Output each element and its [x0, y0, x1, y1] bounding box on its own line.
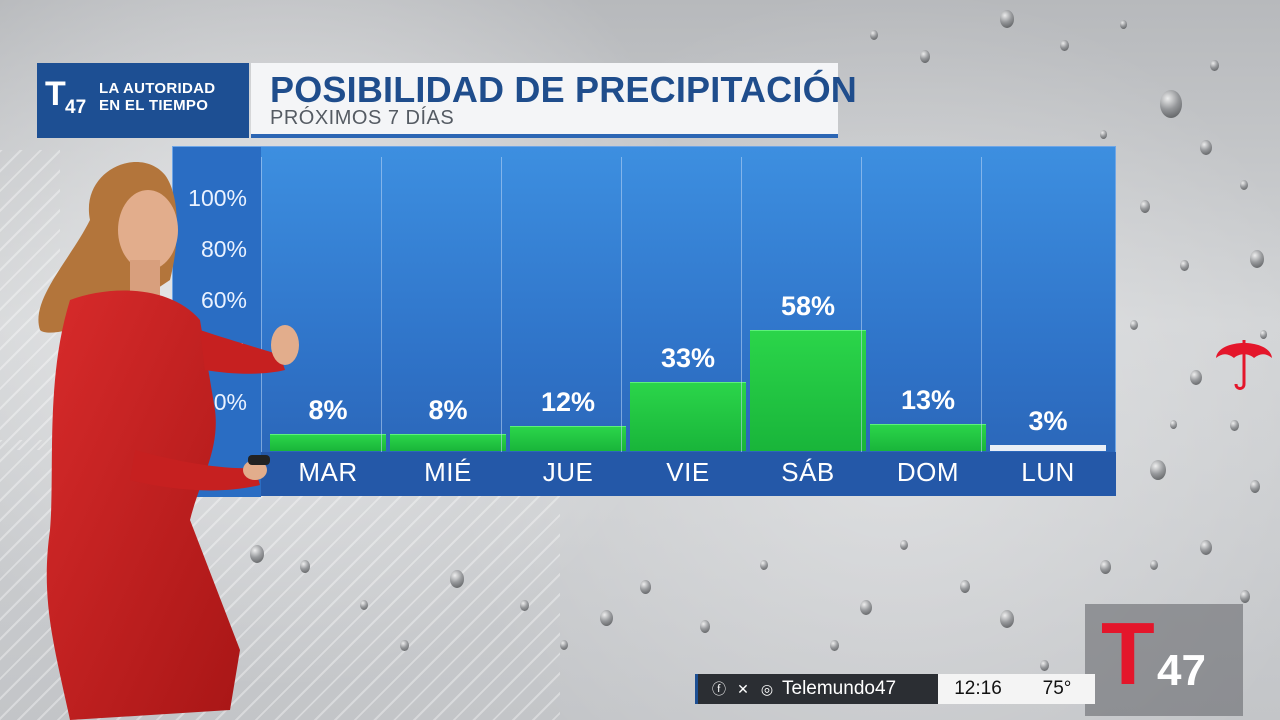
rain-drop: [1240, 590, 1250, 603]
rain-drop: [830, 640, 839, 652]
rain-drop: [1200, 140, 1212, 155]
bar-value-label: 33%: [660, 342, 716, 373]
rain-drop: [250, 545, 264, 563]
y-tick-label: 60%: [200, 287, 247, 313]
rain-drop: [1120, 20, 1127, 29]
rain-drop: [1190, 370, 1202, 385]
page-title: POSIBILIDAD DE PRECIPITACIÓN: [270, 69, 857, 110]
temperature: 75°: [1042, 678, 1072, 699]
rain-drop: [1170, 420, 1177, 429]
rain-drop: [1150, 560, 1158, 570]
rain-drop: [1250, 250, 1264, 268]
column-divider: [261, 157, 262, 452]
rain-drop: [860, 600, 872, 615]
rain-drop: [1100, 560, 1111, 574]
bar-2: [510, 425, 626, 451]
lower-ticker: ⓕ ✕ ◎ Telemundo47 12:16 75°: [695, 674, 1095, 704]
rain-drop: [760, 560, 768, 570]
umbrella-icon: [1216, 340, 1272, 390]
column-divider: [981, 157, 982, 452]
x-tick-label: JUE: [542, 457, 594, 487]
rain-drop: [520, 600, 529, 612]
rain-drop: [1130, 320, 1138, 330]
bug-number: 47: [1157, 646, 1206, 695]
station-bug: T 47: [1085, 604, 1243, 716]
bar-3: [630, 381, 746, 451]
rain-drop: [870, 30, 878, 40]
rain-drop: [1000, 10, 1014, 28]
rain-drop: [1250, 480, 1260, 493]
bar-5: [870, 423, 986, 451]
rain-drop: [1210, 60, 1219, 72]
facebook-icon: ⓕ: [712, 681, 726, 697]
bar-6: [990, 444, 1106, 451]
x-tick-label: MIÉ: [424, 457, 472, 487]
rain-drop: [960, 580, 970, 593]
rain-drop: [360, 600, 368, 610]
clock: 12:16: [954, 678, 1002, 699]
social-handle-panel: ⓕ ✕ ◎ Telemundo47: [698, 674, 938, 704]
precipitation-chart: 100%80%60%40%20% 8%MAR8%MIÉ12%JUE33%VIE5…: [172, 146, 1116, 497]
y-tick-label: 100%: [188, 185, 247, 211]
rain-drop: [1060, 40, 1069, 52]
rain-drop: [1140, 200, 1150, 213]
bar-value-label: 8%: [308, 395, 348, 426]
x-tick-label: VIE: [666, 457, 710, 487]
rain-drop: [300, 560, 310, 573]
rain-drop: [1200, 540, 1212, 555]
social-handle: Telemundo47: [782, 678, 897, 699]
bar-value-label: 12%: [540, 386, 596, 417]
bar-4: [750, 329, 866, 451]
column-divider: [501, 157, 502, 452]
logo-number: 47: [65, 97, 87, 118]
bar-1: [390, 434, 506, 451]
bar-0: [270, 434, 386, 451]
title-panel: POSIBILIDAD DE PRECIPITACIÓN PRÓXIMOS 7 …: [251, 63, 857, 138]
column-divider: [621, 157, 622, 452]
logo-letter: T: [45, 75, 66, 113]
column-divider: [381, 157, 382, 452]
telemundo-logo-icon: T 47: [45, 77, 91, 123]
x-icon: ✕: [737, 681, 749, 697]
column-divider: [741, 157, 742, 452]
bug-letter: T: [1101, 604, 1155, 703]
rain-drop: [900, 540, 908, 550]
station-logo-panel: T 47 LA AUTORIDAD EN EL TIEMPO: [37, 63, 249, 138]
tagline-line2: EN EL TIEMPO: [99, 97, 209, 114]
y-tick-label: 80%: [200, 236, 247, 262]
rain-drop: [450, 570, 464, 588]
rain-drop: [400, 640, 409, 652]
x-tick-label: DOM: [896, 457, 960, 487]
rain-drop: [1040, 660, 1049, 672]
tagline-line1: LA AUTORIDAD: [99, 80, 216, 97]
rain-drop: [1000, 610, 1014, 628]
x-tick-label: SÁB: [781, 457, 835, 487]
rain-drop: [600, 610, 613, 627]
instagram-icon: ◎: [760, 681, 774, 697]
rain-drop: [640, 580, 651, 594]
rain-drop: [1160, 90, 1182, 118]
rain-drop: [1100, 130, 1107, 139]
bar-value-label: 58%: [780, 290, 836, 321]
bar-value-label: 8%: [428, 395, 468, 426]
x-tick-label: MAR: [298, 457, 358, 487]
x-tick-label: LUN: [1021, 457, 1075, 487]
column-divider: [861, 157, 862, 452]
rain-drop: [1180, 260, 1189, 272]
presenter-figure: [38, 162, 299, 720]
rain-drop: [1150, 460, 1166, 480]
tagline: LA AUTORIDAD EN EL TIEMPO: [99, 80, 215, 114]
rain-drop: [920, 50, 930, 63]
x-axis-band: [261, 452, 1116, 496]
rain-drop: [1260, 330, 1267, 339]
page-subtitle: PRÓXIMOS 7 DÍAS: [270, 107, 455, 129]
rain-drop: [560, 640, 568, 650]
rain-drop: [1240, 180, 1248, 190]
rain-drop: [700, 620, 710, 633]
rain-drop: [1230, 420, 1239, 432]
bar-value-label: 13%: [900, 384, 956, 415]
bar-value-label: 3%: [1028, 405, 1068, 436]
